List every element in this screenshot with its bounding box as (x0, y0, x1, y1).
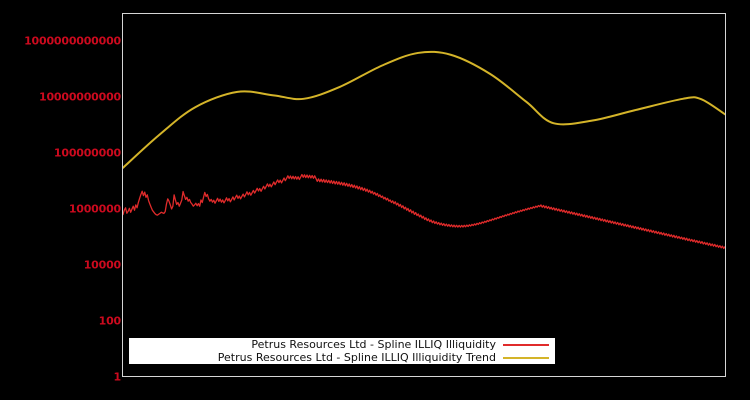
legend-entry: Petrus Resources Ltd - Spline ILLIQ Illi… (129, 351, 549, 364)
y-axis-tick-label: 10000000000 (39, 90, 121, 104)
legend-entry-label: Petrus Resources Ltd - Spline ILLIQ Illi… (217, 350, 496, 364)
plot-area (122, 13, 726, 377)
y-axis-tick-label: 10000 (83, 258, 121, 272)
y-axis-tick-label: 1 (113, 370, 122, 384)
line-swatch-icon (503, 343, 549, 346)
series-illiquidity-line (123, 173, 725, 250)
series-trend-line (123, 50, 725, 169)
y-axis-tick-label: 100 (98, 314, 122, 328)
y-axis-tick-label: 100000000 (53, 146, 121, 160)
legend-entry-label: Petrus Resources Ltd - Spline ILLIQ Illi… (251, 337, 496, 351)
legend-entry: Petrus Resources Ltd - Spline ILLIQ Illi… (129, 338, 549, 351)
y-axis-tick-label: 1000000 (68, 202, 121, 216)
plot-canvas (123, 50, 725, 250)
line-swatch-icon (503, 356, 549, 359)
y-axis-tick-label: 1000000000000 (24, 34, 121, 48)
chart-legend: Petrus Resources Ltd - Spline ILLIQ Illi… (128, 337, 556, 365)
